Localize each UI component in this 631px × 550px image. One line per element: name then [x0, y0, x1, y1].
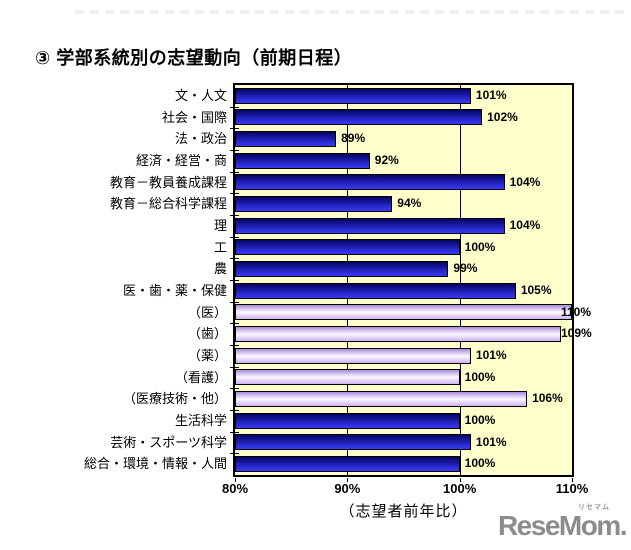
bar-value-label: 104% — [509, 218, 541, 232]
bar-value-label: 100% — [464, 369, 496, 384]
category-label: 文・人文 — [174, 88, 227, 103]
category-label: 法・政治 — [174, 131, 227, 147]
category-tick — [230, 410, 239, 411]
bar-value-label: 105% — [520, 283, 552, 297]
bar — [235, 282, 516, 299]
bar — [235, 87, 471, 104]
category-label: 社会・国際 — [161, 109, 227, 125]
category-tick — [230, 366, 239, 368]
bar — [235, 239, 460, 256]
bar-value-label: 89% — [341, 131, 366, 146]
bar-value-label: 92% — [374, 153, 399, 167]
category-tick — [230, 106, 239, 108]
x-tick-label: 90% — [334, 481, 361, 496]
category-label: 教育－総合科学課程 — [109, 196, 227, 212]
gridline — [347, 85, 349, 475]
axis-tick — [347, 478, 349, 482]
category-tick — [230, 215, 239, 216]
cropped-text-remnant — [75, 10, 625, 14]
bar-value-label: 110% — [561, 304, 592, 319]
x-tick-label: 100% — [443, 481, 477, 496]
bar — [235, 152, 370, 169]
category-label: （歯） — [187, 326, 227, 342]
x-tick-label: 80% — [221, 481, 249, 496]
category-tick — [230, 258, 239, 260]
bar-value-label: 101% — [475, 434, 507, 449]
gridline — [459, 85, 461, 475]
category-label: 工 — [213, 239, 227, 255]
axis-tick — [459, 478, 461, 482]
bar — [235, 174, 505, 191]
category-tick — [230, 128, 239, 130]
category-label: 理 — [213, 218, 227, 233]
category-tick — [230, 236, 239, 238]
x-axis-ticks: 80% 90% 100% 110% — [0, 481, 631, 497]
resemom-logo-text: ReseMom. — [497, 510, 628, 541]
chart-title: ③ 学部系統別の志望動向（前期日程） — [35, 48, 353, 68]
category-label: 芸術・スポーツ科学 — [110, 434, 227, 450]
bar-value-label: 94% — [397, 196, 422, 211]
category-tick — [230, 171, 239, 173]
bar — [235, 195, 393, 212]
plot-area: 101% 102% 89% 92% 104% 94% 104% 100% 99% 105% 110%… — [230, 83, 592, 482]
category-tick — [230, 280, 239, 281]
bar — [235, 304, 572, 321]
bar-value-label: 101% — [475, 88, 507, 102]
bar — [235, 130, 337, 147]
category-tick — [230, 345, 239, 346]
bar-value-label: 102% — [487, 109, 518, 124]
bar — [235, 217, 505, 234]
category-label: 農 — [213, 261, 227, 277]
bar — [235, 434, 471, 451]
category-label: （医） — [187, 304, 227, 320]
bar-value-label: 100% — [464, 413, 496, 427]
resemom-ruby-text: リセマム — [578, 504, 610, 511]
category-tick — [230, 301, 239, 303]
axis-tick — [572, 478, 573, 482]
bar — [235, 412, 460, 429]
category-tick — [230, 453, 239, 455]
category-tick — [230, 388, 239, 390]
bar-value-label: 106% — [532, 391, 563, 406]
bar-value-label: 109% — [561, 326, 592, 341]
x-axis-label: （志望者前年比） — [339, 503, 468, 520]
category-label: 生活科学 — [174, 413, 227, 428]
bar-value-label: 99% — [453, 261, 478, 276]
resemom-logo: リセマム ReseMom. — [497, 504, 628, 541]
category-tick — [230, 193, 239, 195]
x-tick-label: 110% — [555, 481, 589, 496]
category-label: （薬） — [187, 348, 227, 363]
bar — [235, 369, 460, 386]
bar — [235, 260, 449, 277]
category-label: 経済・経営・商 — [135, 153, 227, 168]
bar — [235, 109, 483, 126]
category-axis-labels: 文・人文社会・国際法・政治経済・経営・商教育－教員養成課程 教育－総合科学課程理工… — [0, 85, 227, 475]
bar-value-label: 100% — [464, 456, 496, 471]
category-label: 教育－教員養成課程 — [109, 174, 227, 190]
category-label: （医療技術・他） — [122, 391, 227, 407]
axis-tick — [235, 478, 236, 482]
category-tick — [230, 150, 239, 151]
bar-value-label: 104% — [509, 174, 541, 189]
category-label: （看護） — [174, 369, 227, 385]
category-tick — [230, 323, 239, 325]
category-label: 医・歯・薬・保健 — [122, 283, 227, 298]
bar — [235, 325, 561, 342]
category-tick — [230, 431, 239, 433]
bar — [235, 390, 528, 407]
bar — [235, 455, 460, 472]
bar — [235, 347, 471, 364]
category-label: 総合・環境・情報・人間 — [83, 456, 227, 472]
bar-value-label: 101% — [475, 348, 507, 362]
bar-value-label: 100% — [464, 239, 496, 254]
